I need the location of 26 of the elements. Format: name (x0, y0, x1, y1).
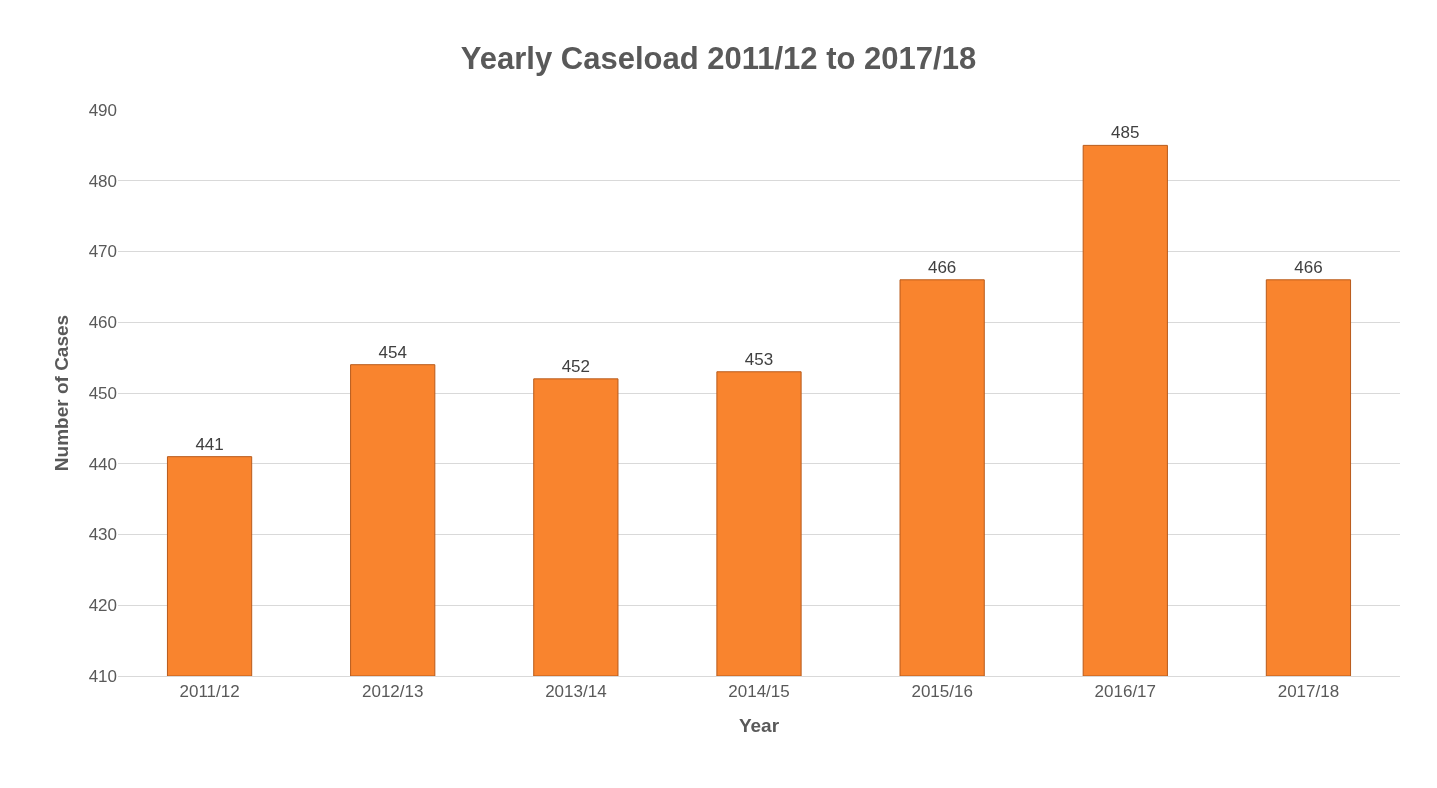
data-label: 466 (1294, 257, 1323, 277)
y-tick-label: 470 (88, 242, 117, 262)
y-tick-label: 460 (88, 313, 117, 333)
data-label: 485 (1111, 123, 1140, 143)
y-tick-label: 450 (88, 383, 117, 403)
data-label: 466 (927, 257, 957, 277)
x-tick-label: 2012/13 (361, 682, 424, 702)
data-label: 453 (744, 349, 774, 369)
x-axis-title: Year (738, 715, 780, 737)
x-tick-label: 2014/15 (728, 682, 790, 702)
y-tick-label: 410 (88, 666, 117, 686)
y-tick-label: 480 (88, 171, 117, 191)
x-tick-label: 2011/12 (179, 682, 240, 702)
y-axis-title: Number of Cases (51, 314, 73, 472)
x-tick-label: 2017/18 (1277, 682, 1340, 702)
y-tick-label: 490 (88, 100, 117, 120)
data-label: 452 (561, 356, 591, 376)
data-label: 454 (378, 342, 407, 362)
data-label: 441 (195, 434, 224, 454)
x-tick-label: 2015/16 (911, 682, 973, 702)
x-tick-label: 2013/14 (545, 682, 607, 702)
x-tick-label: 2016/17 (1094, 682, 1157, 702)
y-tick-label: 420 (88, 596, 117, 616)
y-tick-label: 440 (88, 454, 117, 474)
y-tick-label: 430 (88, 525, 117, 545)
chart-title: Yearly Caseload 2011/12 to 2017/18 (460, 40, 977, 76)
